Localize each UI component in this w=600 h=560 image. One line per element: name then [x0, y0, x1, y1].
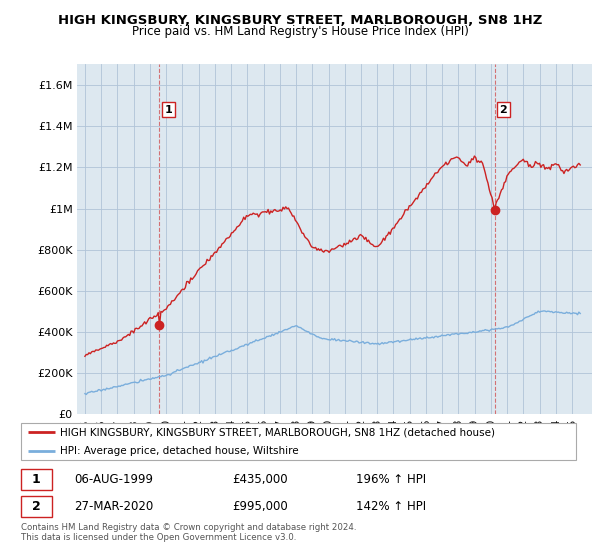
Text: £435,000: £435,000	[232, 473, 288, 486]
Text: 27-MAR-2020: 27-MAR-2020	[74, 500, 154, 513]
Text: 2: 2	[500, 105, 507, 115]
Text: HIGH KINGSBURY, KINGSBURY STREET, MARLBOROUGH, SN8 1HZ: HIGH KINGSBURY, KINGSBURY STREET, MARLBO…	[58, 14, 542, 27]
Text: £995,000: £995,000	[232, 500, 288, 513]
Text: 196% ↑ HPI: 196% ↑ HPI	[356, 473, 427, 486]
FancyBboxPatch shape	[21, 469, 52, 491]
Text: 142% ↑ HPI: 142% ↑ HPI	[356, 500, 427, 513]
Text: HPI: Average price, detached house, Wiltshire: HPI: Average price, detached house, Wilt…	[60, 446, 299, 456]
Text: HIGH KINGSBURY, KINGSBURY STREET, MARLBOROUGH, SN8 1HZ (detached house): HIGH KINGSBURY, KINGSBURY STREET, MARLBO…	[60, 427, 496, 437]
Text: 1: 1	[164, 105, 172, 115]
Text: 06-AUG-1999: 06-AUG-1999	[74, 473, 154, 486]
FancyBboxPatch shape	[21, 496, 52, 517]
Text: 1: 1	[32, 473, 40, 486]
Text: 2: 2	[32, 500, 40, 513]
FancyBboxPatch shape	[21, 423, 577, 460]
Text: Contains HM Land Registry data © Crown copyright and database right 2024.
This d: Contains HM Land Registry data © Crown c…	[21, 523, 356, 543]
Text: Price paid vs. HM Land Registry's House Price Index (HPI): Price paid vs. HM Land Registry's House …	[131, 25, 469, 38]
